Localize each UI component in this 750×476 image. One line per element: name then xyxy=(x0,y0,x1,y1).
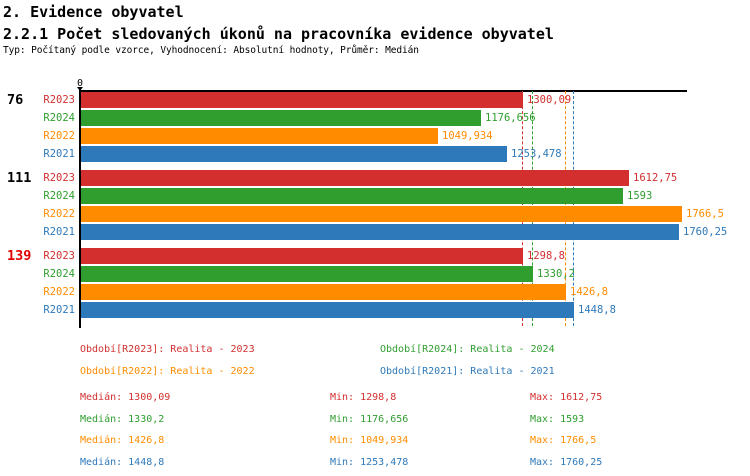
report-title: 2. Evidence obyvatel xyxy=(3,3,184,21)
axis-line-horizontal xyxy=(80,90,687,92)
stat-min-r2023: Min: 1298,8 xyxy=(330,392,397,403)
group-count-label: 139 xyxy=(7,248,32,264)
stat-median-r2022: Medián: 1426,8 xyxy=(80,435,165,446)
bar-group-139: 139 R2023 1298,8 R2024 1330,2 R2022 1426,8 R202… xyxy=(0,248,750,318)
axis-zero-label: 0 xyxy=(76,78,84,89)
bar-row-r2023: R2023 1612,75 xyxy=(0,170,750,186)
series-label-r2022: R2022 xyxy=(43,130,75,142)
bar-value-label: 1766,5 xyxy=(686,208,724,220)
grouped-bar-chart: 0 76 R2023 1300,09 R2024 1176,656 R2022 1049,9… xyxy=(0,78,750,340)
bar-value-label: 1593 xyxy=(627,190,653,202)
bar-r2023 xyxy=(81,92,523,108)
series-label-r2024: R2024 xyxy=(43,268,75,280)
bar-value-label: 1448,8 xyxy=(578,304,616,316)
legend-item-r2023: Období[R2023]: Realita - 2023 xyxy=(80,344,255,355)
bar-row-r2024: R2024 1593 xyxy=(0,188,750,204)
indicator-subtitle: Typ: Počítaný podle vzorce, Vyhodnocení:… xyxy=(3,45,419,56)
stat-max-r2021: Max: 1760,25 xyxy=(530,457,603,468)
bar-value-label: 1330,2 xyxy=(537,268,575,280)
bar-groups: 76 R2023 1300,09 R2024 1176,656 R2022 1049,934… xyxy=(0,92,750,320)
series-label-r2022: R2022 xyxy=(43,286,75,298)
stat-min-r2022: Min: 1049,934 xyxy=(330,435,409,446)
legend-item-r2021: Období[R2021]: Realita - 2021 xyxy=(380,366,555,377)
bar-r2021 xyxy=(81,302,574,318)
stat-min-r2021: Min: 1253,478 xyxy=(330,457,409,468)
bar-group-76: 76 R2023 1300,09 R2024 1176,656 R2022 1049,934… xyxy=(0,92,750,162)
group-count-label: 111 xyxy=(7,170,32,186)
legend-item-r2022: Období[R2022]: Realita - 2022 xyxy=(80,366,255,377)
series-label-r2021: R2021 xyxy=(43,226,75,238)
series-label-r2024: R2024 xyxy=(43,112,75,124)
bar-row-r2024: R2024 1176,656 xyxy=(0,110,750,126)
stat-median-r2024: Medián: 1330,2 xyxy=(80,414,165,425)
bar-r2021 xyxy=(81,146,507,162)
bar-value-label: 1612,75 xyxy=(633,172,678,184)
bar-value-label: 1253,478 xyxy=(511,148,562,160)
bar-row-r2021: R2021 1253,478 xyxy=(0,146,750,162)
stat-median-r2023: Medián: 1300,09 xyxy=(80,392,171,403)
stat-min-r2024: Min: 1176,656 xyxy=(330,414,409,425)
legend-item-r2024: Období[R2024]: Realita - 2024 xyxy=(380,344,555,355)
stat-max-r2022: Max: 1766,5 xyxy=(530,435,597,446)
bar-r2023 xyxy=(81,170,629,186)
stat-median-r2021: Medián: 1448,8 xyxy=(80,457,165,468)
bar-group-111: 111 R2023 1612,75 R2024 1593 R2022 1766,5 R2021… xyxy=(0,170,750,240)
axis-line-vertical xyxy=(79,88,81,328)
bar-r2022 xyxy=(81,206,682,222)
bar-row-r2021: R2021 1760,25 xyxy=(0,224,750,240)
series-label-r2023: R2023 xyxy=(43,250,75,262)
bar-r2024 xyxy=(81,188,623,204)
bar-row-r2021: R2021 1448,8 xyxy=(0,302,750,318)
bar-r2024 xyxy=(81,266,533,282)
bar-row-r2022: R2022 1049,934 xyxy=(0,128,750,144)
bar-value-label: 1426,8 xyxy=(570,286,608,298)
bar-value-label: 1300,09 xyxy=(527,94,572,106)
bar-value-label: 1176,656 xyxy=(485,112,536,124)
bar-row-r2024: R2024 1330,2 xyxy=(0,266,750,282)
bar-r2022 xyxy=(81,284,566,300)
indicator-title: 2.2.1 Počet sledovaných úkonů na pracovn… xyxy=(3,25,554,43)
bar-r2022 xyxy=(81,128,438,144)
bar-row-r2023: R2023 1298,8 xyxy=(0,248,750,264)
bar-row-r2023: R2023 1300,09 xyxy=(0,92,750,108)
series-label-r2024: R2024 xyxy=(43,190,75,202)
bar-row-r2022: R2022 1766,5 xyxy=(0,206,750,222)
bar-value-label: 1760,25 xyxy=(683,226,728,238)
stat-max-r2024: Max: 1593 xyxy=(530,414,585,425)
stat-max-r2023: Max: 1612,75 xyxy=(530,392,603,403)
group-count-label: 76 xyxy=(7,92,24,108)
series-label-r2023: R2023 xyxy=(43,94,75,106)
bar-r2024 xyxy=(81,110,481,126)
bar-r2023 xyxy=(81,248,523,264)
series-label-r2021: R2021 xyxy=(43,304,75,316)
bar-value-label: 1049,934 xyxy=(442,130,493,142)
series-label-r2021: R2021 xyxy=(43,148,75,160)
bar-r2021 xyxy=(81,224,679,240)
series-label-r2022: R2022 xyxy=(43,208,75,220)
bar-row-r2022: R2022 1426,8 xyxy=(0,284,750,300)
bar-value-label: 1298,8 xyxy=(527,250,565,262)
series-label-r2023: R2023 xyxy=(43,172,75,184)
